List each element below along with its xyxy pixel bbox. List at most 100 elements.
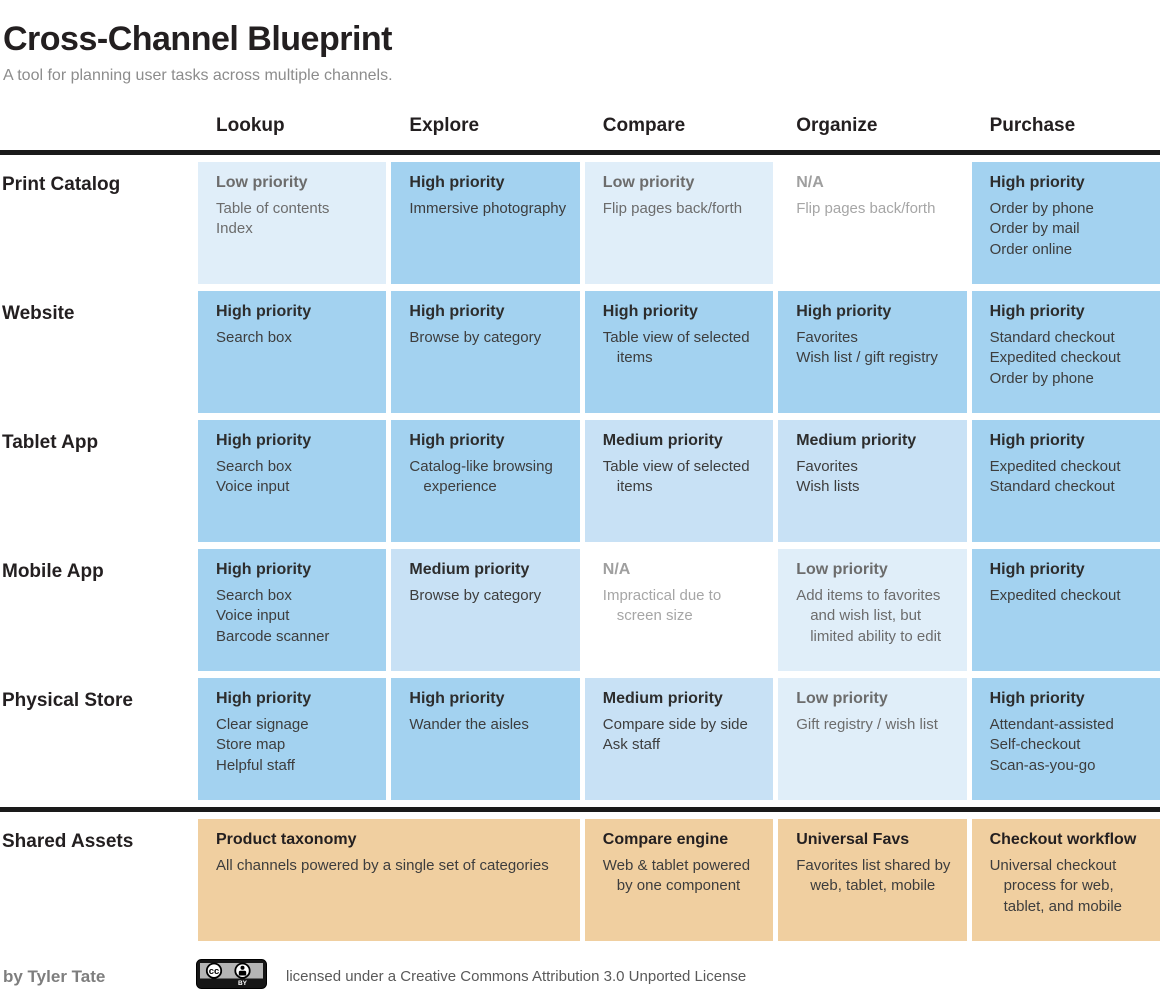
matrix-cell: N/A Flip pages back/forth <box>778 162 967 284</box>
page-title: Cross-Channel Blueprint <box>3 20 392 58</box>
matrix-cell: High priority Clear signage Store map Helpf… <box>198 678 387 800</box>
cell-item: Flip pages back/forth <box>796 200 936 217</box>
cell-item: Favorites <box>796 329 858 346</box>
cell-priority-label: Universal Favs <box>796 831 910 848</box>
matrix-cell: High priority Search box Voice input Barcod… <box>198 549 387 671</box>
matrix-cell: Medium priority Favorites Wish lists <box>778 420 967 542</box>
cell-item: Order online <box>989 240 1073 258</box>
matrix-cell: High priority Expedited checkout <box>971 549 1160 671</box>
row-label-tablet-app: Tablet App <box>2 432 99 453</box>
row-label-mobile-app: Mobile App <box>2 561 104 582</box>
cell-item: Table view of selected items <box>602 329 750 367</box>
column-header-purchase: Purchase <box>989 115 1076 136</box>
cc-by-badge-icon: cc BY <box>196 959 267 994</box>
matrix-cell: Low priority Flip pages back/forth <box>584 162 774 284</box>
column-header-explore: Explore <box>409 115 480 136</box>
page-subtitle: A tool for planning user tasks across mu… <box>3 67 393 84</box>
cell-item: Impractical due to screen size <box>602 587 722 625</box>
cell-priority-label: High priority <box>409 690 505 707</box>
cell-item: Catalog-like browsing experience <box>409 458 553 496</box>
matrix-cell: High priority Order by phone Order by mail… <box>971 162 1160 284</box>
row-label-shared-assets: Shared Assets <box>2 831 134 852</box>
matrix-cell: High priority Search box Voice input <box>198 420 387 542</box>
cell-priority-label: Low priority <box>796 561 888 578</box>
cell-priority-label: High priority <box>216 303 312 320</box>
cell-item: Gift registry / wish list <box>796 716 938 733</box>
cell-priority-label: Low priority <box>216 174 308 191</box>
cell-item: Browse by category <box>409 329 542 346</box>
matrix-cell: Checkout workflow Universal checkout proc… <box>971 819 1160 941</box>
cell-priority-label: Checkout workflow <box>989 831 1137 848</box>
cell-priority-label: Low priority <box>796 690 888 707</box>
cell-item: Search box <box>216 587 292 604</box>
cell-priority-label: High priority <box>989 432 1085 449</box>
cell-item: Voice input <box>216 607 290 625</box>
cell-item: Search box <box>216 458 292 475</box>
matrix-cell: Compare engine Web & tablet powered by on… <box>584 819 774 941</box>
column-header-organize: Organize <box>796 115 878 136</box>
cell-item: Attendant-assisted <box>989 716 1114 733</box>
cell-item: Order by phone <box>989 200 1094 217</box>
matrix-cell: Low priority Gift registry / wish list <box>778 678 967 800</box>
cell-priority-label: High priority <box>989 303 1085 320</box>
row-label-print-catalog: Print Catalog <box>2 174 121 195</box>
cell-priority-label: Compare engine <box>602 831 729 848</box>
cell-item: Wish list / gift registry <box>796 349 938 367</box>
cell-item: Universal checkout process for web, tabl… <box>989 857 1123 915</box>
matrix-cell: High priority Favorites Wish list / gift r… <box>778 291 967 413</box>
matrix-cell: Universal Favs Favorites list shared by w… <box>778 819 967 941</box>
cell-item: Compare side by side <box>602 716 748 733</box>
cell-priority-label: N/A <box>602 561 631 578</box>
page-footer: by Tyler Tate cc BY licensed under a Cre… <box>0 959 1160 994</box>
cell-item: Favorites <box>796 458 858 475</box>
cell-item: Expedited checkout <box>989 349 1121 367</box>
column-header-lookup: Lookup <box>216 115 285 136</box>
byline: by Tyler Tate <box>3 966 106 986</box>
matrix-cell: High priority Catalog-like browsing exper… <box>391 420 580 542</box>
cell-priority-label: High priority <box>989 561 1085 578</box>
cell-item: Clear signage <box>216 716 309 733</box>
cell-priority-label: High priority <box>602 303 698 320</box>
matrix-cell: Low priority Add items to favorites and w… <box>778 549 967 671</box>
cell-priority-label: High priority <box>409 174 505 191</box>
cell-priority-label: Medium priority <box>796 432 917 449</box>
cell-priority-label: High priority <box>989 174 1085 191</box>
cell-item: Expedited checkout <box>989 587 1121 604</box>
cell-priority-label: High priority <box>216 690 312 707</box>
cell-item: Order by phone <box>989 369 1094 387</box>
matrix-cell: Low priority Table of contents Index <box>198 162 387 284</box>
cell-item: Favorites list shared by web, tablet, mo… <box>796 857 951 895</box>
matrix-cell: N/A Impractical due to screen size <box>584 549 774 671</box>
cell-item: Helpful staff <box>216 756 295 774</box>
cell-item: Voice input <box>216 478 290 496</box>
corner-spacer <box>0 109 193 143</box>
matrix-cell: Medium priority Table view of selected it… <box>584 420 774 542</box>
cell-item: Ask staff <box>602 736 661 754</box>
cell-item: All channels powered by a single set of … <box>216 857 549 874</box>
matrix-cell: High priority Search box <box>198 291 387 413</box>
cell-item: Barcode scanner <box>216 627 330 645</box>
cell-item: Browse by category <box>409 587 542 604</box>
divider-rule <box>0 807 1160 812</box>
matrix-cell: High priority Wander the aisles <box>391 678 580 800</box>
cell-priority-label: Low priority <box>602 174 695 191</box>
cell-item: Flip pages back/forth <box>602 200 743 217</box>
cell-item: Standard checkout <box>989 329 1115 346</box>
cell-item: Table of contents <box>216 200 330 217</box>
cell-item: Wander the aisles <box>409 716 529 733</box>
cell-item: Scan-as-you-go <box>989 756 1096 774</box>
cell-priority-label: Medium priority <box>602 690 723 707</box>
cell-item: Web & tablet powered by one component <box>602 857 751 895</box>
matrix-cell: High priority Attendant-assisted Self-chec… <box>971 678 1160 800</box>
cell-priority-label: Medium priority <box>602 432 723 449</box>
cell-item: Standard checkout <box>989 478 1115 496</box>
cell-priority-label: High priority <box>409 303 505 320</box>
cell-priority-label: Medium priority <box>409 561 530 578</box>
svg-text:cc: cc <box>209 966 220 977</box>
cell-item: Index <box>216 220 253 238</box>
cell-priority-label: High priority <box>796 303 892 320</box>
column-header-compare: Compare <box>602 115 686 136</box>
matrix-cell: Product taxonomy All channels powered by … <box>198 819 580 941</box>
cell-item: Immersive photography <box>409 200 567 217</box>
